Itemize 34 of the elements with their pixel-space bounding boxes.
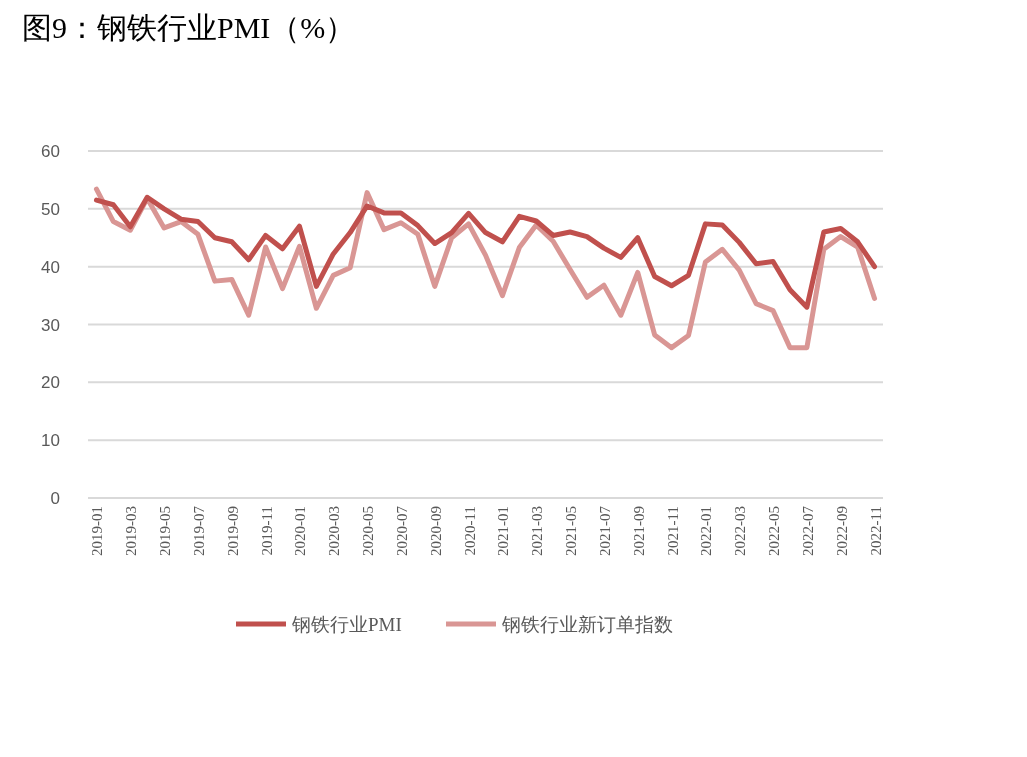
x-tick-label: 2021-05 bbox=[563, 506, 580, 556]
y-tick-label: 60 bbox=[41, 142, 60, 161]
y-tick-label: 0 bbox=[50, 489, 60, 508]
x-tick-label: 2019-07 bbox=[190, 505, 207, 556]
x-tick-label: 2020-05 bbox=[360, 506, 377, 556]
x-tick-label: 2020-11 bbox=[461, 506, 478, 556]
x-tick-label: 2020-03 bbox=[326, 506, 343, 556]
x-tick-label: 2019-01 bbox=[89, 506, 106, 556]
x-tick-label: 2022-09 bbox=[833, 506, 850, 556]
x-tick-label: 2021-03 bbox=[529, 506, 546, 556]
legend-label: 钢铁行业PMI bbox=[291, 614, 402, 635]
x-tick-label: 2021-09 bbox=[630, 506, 647, 556]
y-tick-label: 40 bbox=[41, 257, 60, 277]
x-tick-label: 2022-05 bbox=[766, 506, 783, 556]
x-tick-label: 2020-07 bbox=[393, 505, 410, 556]
legend-label: 钢铁行业新订单指数 bbox=[501, 614, 673, 635]
x-tick-label: 2022-07 bbox=[799, 505, 816, 556]
x-tick-label: 2019-09 bbox=[224, 506, 241, 556]
y-tick-label: 50 bbox=[41, 199, 60, 219]
x-tick-label: 2020-01 bbox=[292, 506, 309, 556]
x-tick-label: 2021-01 bbox=[495, 506, 512, 556]
chart-title: 图9：钢铁行业PMI（%） bbox=[22, 11, 356, 44]
x-tick-label: 2020-09 bbox=[427, 506, 444, 556]
x-tick-label: 2021-11 bbox=[664, 506, 681, 556]
y-tick-label: 10 bbox=[41, 431, 60, 451]
x-tick-label: 2022-01 bbox=[698, 506, 715, 556]
x-tick-label: 2019-03 bbox=[123, 506, 140, 556]
x-tick-label: 2022-03 bbox=[732, 506, 749, 556]
y-tick-label: 20 bbox=[41, 373, 60, 393]
x-tick-label: 2019-11 bbox=[258, 506, 275, 556]
y-tick-label: 30 bbox=[41, 315, 60, 335]
x-tick-label: 2022-11 bbox=[867, 506, 884, 556]
x-tick-label: 2021-07 bbox=[596, 505, 613, 556]
x-tick-label: 2019-05 bbox=[157, 506, 174, 556]
